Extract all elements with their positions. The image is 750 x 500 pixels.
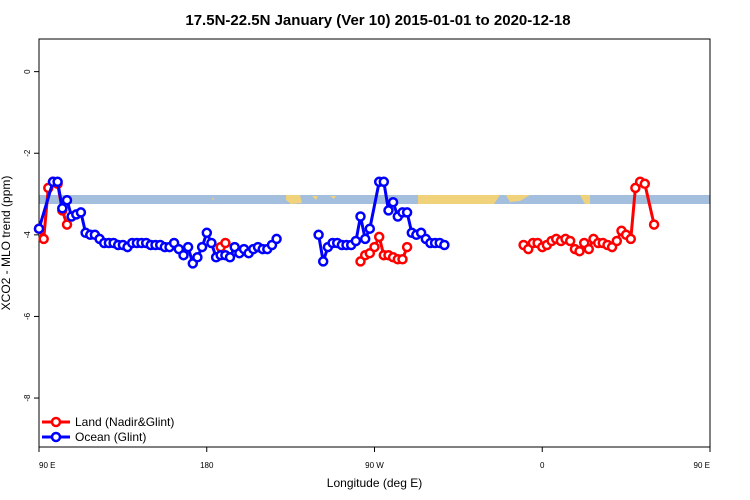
x-axis-label: Longitude (deg E) — [327, 476, 422, 490]
data-point-ocean — [378, 176, 390, 188]
data-point-ocean — [317, 256, 329, 267]
chart-title: 17.5N-22.5N January (Ver 10) 2015-01-01 … — [185, 12, 570, 29]
data-point-ocean — [271, 233, 282, 245]
y-tick-label: -2 — [23, 149, 32, 157]
data-point-ocean — [61, 194, 73, 206]
data-point-ocean — [313, 229, 324, 241]
series-ocean — [33, 176, 450, 269]
legend-ocean-label: Ocean (Glint) — [75, 430, 146, 444]
data-point-land — [648, 219, 660, 230]
data-point-ocean — [350, 235, 362, 247]
land-band — [212, 195, 590, 204]
y-axis: 0 -2 -4 -6 -8 — [23, 69, 39, 402]
data-point-ocean — [206, 237, 217, 249]
data-point-ocean — [359, 233, 371, 245]
data-point-land — [611, 235, 623, 247]
data-point-ocean — [75, 207, 87, 218]
x-tick-label: 0 — [540, 461, 545, 470]
data-point-ocean — [182, 241, 194, 253]
data-point-land — [220, 237, 231, 249]
legend-land-label: Land (Nadir&Glint) — [75, 415, 174, 429]
x-tick-label: 90 E — [39, 461, 55, 470]
y-axis-label: XCO2 - MLO trend (ppm) — [0, 176, 13, 311]
data-point-ocean — [383, 205, 394, 216]
data-point-land — [61, 219, 73, 230]
x-tick-label: 90 E — [694, 461, 710, 470]
data-point-land — [639, 178, 651, 190]
y-tick-label: 0 — [23, 69, 32, 74]
data-point-ocean — [201, 227, 213, 239]
data-point-ocean — [387, 196, 399, 208]
series-layer — [33, 176, 660, 269]
y-tick-label: -4 — [23, 231, 32, 239]
y-tick-label: -6 — [23, 312, 32, 320]
data-point-land — [401, 241, 413, 253]
data-point-ocean — [401, 207, 413, 218]
data-point-land — [625, 233, 637, 245]
data-point-land — [373, 231, 385, 243]
data-point-land — [583, 243, 595, 255]
x-axis: 90 E 180 90 W 0 90 E — [38, 447, 711, 470]
data-point-ocean — [57, 203, 68, 214]
data-point-land — [397, 254, 408, 265]
legend: Land (Nadir&Glint) Ocean (Glint) — [42, 415, 174, 444]
data-point-ocean — [33, 223, 45, 234]
data-point-ocean — [224, 252, 236, 263]
data-point-land — [574, 245, 585, 257]
data-point-land — [369, 241, 380, 253]
data-point-ocean — [439, 239, 450, 251]
data-point-ocean — [196, 241, 208, 253]
data-point-ocean — [355, 211, 366, 222]
data-point-ocean — [364, 223, 376, 234]
legend-ocean-marker — [50, 431, 62, 443]
series-land — [33, 176, 660, 267]
y-tick-label: -8 — [23, 394, 32, 402]
data-point-land — [38, 233, 49, 245]
legend-land-marker — [50, 416, 62, 428]
data-point-ocean — [192, 252, 203, 263]
x-tick-label: 180 — [200, 461, 214, 470]
data-point-ocean — [178, 249, 189, 261]
x-tick-label: 90 W — [365, 461, 384, 470]
data-point-land — [564, 235, 576, 247]
data-point-ocean — [52, 176, 63, 188]
